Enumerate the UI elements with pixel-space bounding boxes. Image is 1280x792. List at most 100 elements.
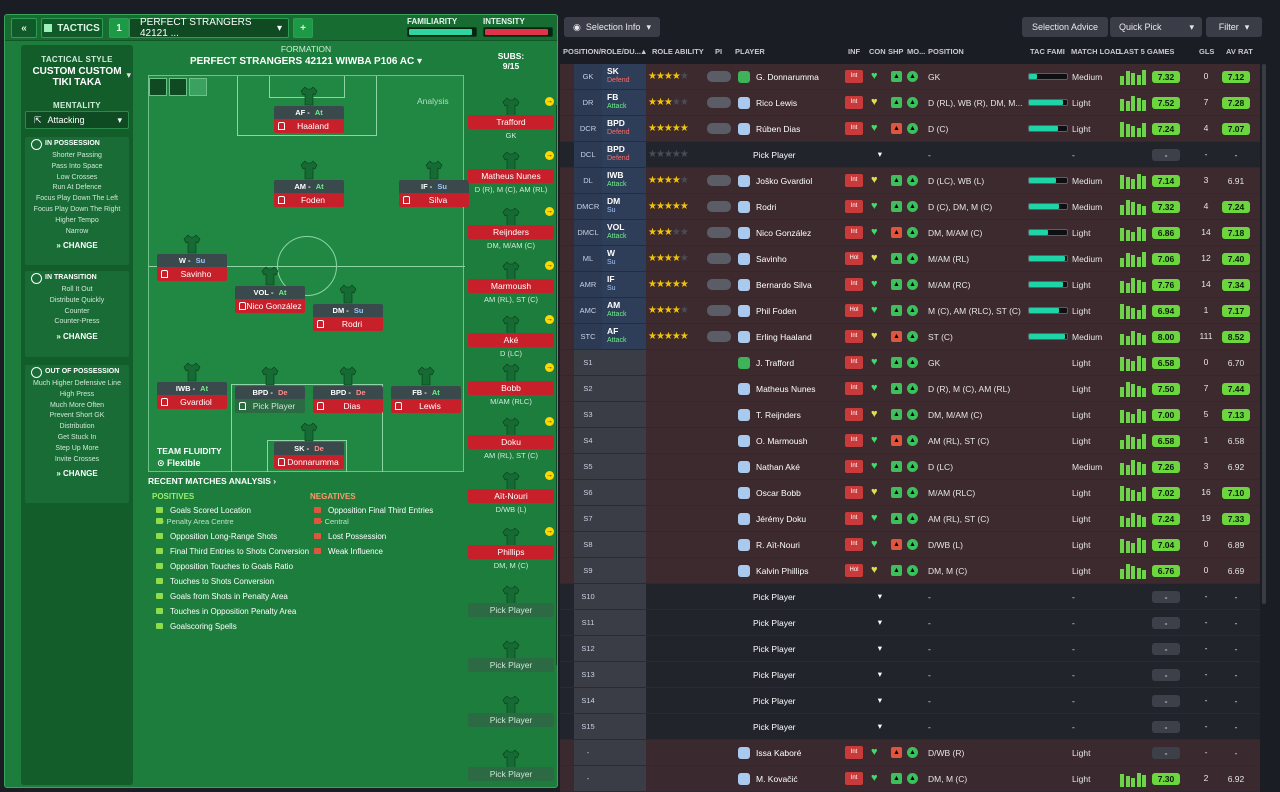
player-name[interactable]: Donnarumma: [274, 455, 344, 469]
back-button[interactable]: «: [11, 18, 37, 38]
selection-info-select[interactable]: ◉ Selection Info ▾: [564, 17, 660, 37]
pitch-player[interactable]: SK - De Donnarumma: [274, 422, 344, 469]
role-cell[interactable]: BPD Defend: [602, 142, 646, 167]
sub-slot[interactable]: Bobb M/AM (RLC) →: [468, 363, 554, 406]
sub-slot[interactable]: Reijnders DM, M/AM (C) →: [468, 207, 554, 250]
table-row[interactable]: GK SK Defend ★★★★★ G. Donnarumma Int ♥ ▲ ▲ GK Medi…: [560, 64, 1260, 90]
tactics-tab[interactable]: TACTICS: [41, 18, 103, 38]
pick-player-select[interactable]: Pick Player ▾: [738, 636, 888, 661]
table-row[interactable]: AMR IF Su ★★★★★ Bernardo Silva Int ♥ ▲ ▲ M/AM (RC…: [560, 272, 1260, 298]
pick-player-select[interactable]: Pick Player ▾: [738, 142, 888, 167]
col-position-role[interactable]: POSITION/ROLE/DU...: [563, 47, 641, 56]
swap-arrow-icon[interactable]: →: [545, 97, 554, 106]
pitch-player[interactable]: BPD - De Pick Player: [235, 366, 305, 413]
sub-slot[interactable]: Aït-Nouri D/WB (L) →: [468, 471, 554, 514]
pitch-player[interactable]: IF - Su Silva: [399, 160, 469, 207]
role-cell[interactable]: [602, 740, 646, 765]
tactic-slot-button[interactable]: 1: [109, 18, 129, 38]
player-name[interactable]: Foden: [274, 193, 344, 207]
analysis-head[interactable]: RECENT MATCHES ANALYSIS ›: [148, 476, 277, 486]
table-row[interactable]: S14 Pick Player ▾ - - - - -: [560, 688, 1260, 714]
positive-item[interactable]: Touches to Shots Conversion: [152, 576, 312, 587]
player-cell[interactable]: J. Trafford: [738, 350, 888, 375]
player-name[interactable]: Rodri: [313, 317, 383, 331]
sub-name[interactable]: Trafford: [468, 115, 554, 129]
tactical-style-select[interactable]: CUSTOM CUSTOM TIKI TAKA ▾: [27, 66, 131, 88]
role-cell[interactable]: [602, 532, 646, 557]
table-row[interactable]: - Issa Kaboré Int ♥ ▲ ▲ D/WB (R) Light - - -: [560, 740, 1260, 766]
table-row[interactable]: S3 T. Reijnders Int ♥ ▲ ▲ DM, M/AM (C) Light 7.0…: [560, 402, 1260, 428]
player-instructions-toggle[interactable]: [707, 331, 731, 342]
player-role[interactable]: AF - At: [274, 106, 344, 119]
pitch-player[interactable]: FB - At Lewis: [391, 366, 461, 413]
negative-item[interactable]: Weak Influence: [310, 546, 464, 557]
role-cell[interactable]: AF Attack: [602, 324, 646, 349]
player-cell[interactable]: Joško Gvardiol: [738, 168, 888, 193]
player-role[interactable]: BPD - De: [235, 386, 305, 399]
col-av-rat[interactable]: AV RAT: [1226, 47, 1253, 56]
player-cell[interactable]: Rico Lewis: [738, 90, 888, 115]
role-cell[interactable]: [602, 688, 646, 713]
swap-arrow-icon[interactable]: →: [545, 417, 554, 426]
player-name[interactable]: Savinho: [157, 267, 227, 281]
swap-arrow-icon[interactable]: →: [545, 151, 554, 160]
role-cell[interactable]: BPD Defend: [602, 116, 646, 141]
player-instructions-toggle[interactable]: [707, 201, 731, 212]
positive-item[interactable]: Opposition Touches to Goals Ratio: [152, 561, 312, 572]
sub-name[interactable]: Aït-Nouri: [468, 489, 554, 503]
pitch-player[interactable]: AF - At Haaland: [274, 86, 344, 133]
col-player[interactable]: PLAYER: [735, 47, 765, 56]
role-cell[interactable]: [602, 506, 646, 531]
sub-name[interactable]: Doku: [468, 435, 554, 449]
player-instructions-toggle[interactable]: [707, 123, 731, 134]
player-role[interactable]: DM - Su: [313, 304, 383, 317]
table-row[interactable]: S4 O. Marmoush Int ♥ ▲ ▲ AM (RL), ST (C) Light 6…: [560, 428, 1260, 454]
pick-player-select[interactable]: Pick Player ▾: [738, 662, 888, 687]
table-row[interactable]: DR FB Attack ★★★★★ Rico Lewis Int ♥ ▲ ▲ D (RL), W…: [560, 90, 1260, 116]
table-row[interactable]: STC AF Attack ★★★★★ Erling Haaland Int ♥ ▲ ▲ ST (…: [560, 324, 1260, 350]
player-instructions-toggle[interactable]: [707, 253, 731, 264]
col-last5[interactable]: LAST 5 GAMES: [1119, 47, 1175, 56]
player-name[interactable]: Nico González: [235, 299, 305, 313]
player-cell[interactable]: Matheus Nunes: [738, 376, 888, 401]
positive-item[interactable]: Goals from Shots in Penalty Area: [152, 591, 312, 602]
player-role[interactable]: BPD - De: [313, 386, 383, 399]
swap-arrow-icon[interactable]: →: [545, 261, 554, 270]
role-cell[interactable]: [602, 428, 646, 453]
role-cell[interactable]: [602, 636, 646, 661]
player-instructions-toggle[interactable]: [707, 97, 731, 108]
selection-advice-button[interactable]: Selection Advice: [1022, 17, 1108, 37]
positive-item[interactable]: Touches in Opposition Penalty Area: [152, 606, 312, 617]
sub-slot[interactable]: Pick Player: [468, 749, 554, 781]
table-row[interactable]: S10 Pick Player ▾ - - - - -: [560, 584, 1260, 610]
table-row[interactable]: DCR BPD Defend ★★★★★ Rúben Dias Int ♥ ▲ ▲ D (C) Li…: [560, 116, 1260, 142]
col-inf[interactable]: INF: [848, 47, 861, 56]
sub-name[interactable]: Pick Player: [468, 603, 554, 617]
pick-player-select[interactable]: Pick Player ▾: [738, 610, 888, 635]
role-cell[interactable]: AM Attack: [602, 298, 646, 323]
player-cell[interactable]: Erling Haaland: [738, 324, 888, 349]
pitch-player[interactable]: VOL - At Nico González: [235, 266, 305, 313]
player-cell[interactable]: M. Kovačić: [738, 766, 888, 791]
sub-name[interactable]: Pick Player: [468, 767, 554, 781]
player-role[interactable]: VOL - At: [235, 286, 305, 299]
pitch-player[interactable]: AM - At Foden: [274, 160, 344, 207]
filter-select[interactable]: Filter ▾: [1206, 17, 1262, 37]
table-row[interactable]: S11 Pick Player ▾ - - - - -: [560, 610, 1260, 636]
sub-slot[interactable]: Pick Player: [468, 585, 554, 617]
player-cell[interactable]: O. Marmoush: [738, 428, 888, 453]
role-cell[interactable]: [602, 402, 646, 427]
table-row[interactable]: DMCR DM Su ★★★★★ Rodri Int ♥ ▲ ▲ D (C), DM, M (C)…: [560, 194, 1260, 220]
role-cell[interactable]: [602, 350, 646, 375]
table-row[interactable]: S6 Oscar Bobb Int ♥ ▲ ▲ M/AM (RLC) Light 7.02 16 7…: [560, 480, 1260, 506]
table-row[interactable]: DCL BPD Defend ★★★★★ Pick Player ▾ - - - - -: [560, 142, 1260, 168]
player-role[interactable]: FB - At: [391, 386, 461, 399]
swap-arrow-icon[interactable]: →: [545, 207, 554, 216]
table-row[interactable]: ML W Su ★★★★★ Savinho Hol ♥ ▲ ▲ M/AM (RL) Medium 7.…: [560, 246, 1260, 272]
table-row[interactable]: S2 Matheus Nunes Int ♥ ▲ ▲ D (R), M (C), AM (R…: [560, 376, 1260, 402]
player-cell[interactable]: Nico González: [738, 220, 888, 245]
info-icon[interactable]: [149, 78, 167, 96]
pick-player-select[interactable]: Pick Player ▾: [738, 584, 888, 609]
player-role[interactable]: W - Su: [157, 254, 227, 267]
player-instructions-toggle[interactable]: [707, 71, 731, 82]
